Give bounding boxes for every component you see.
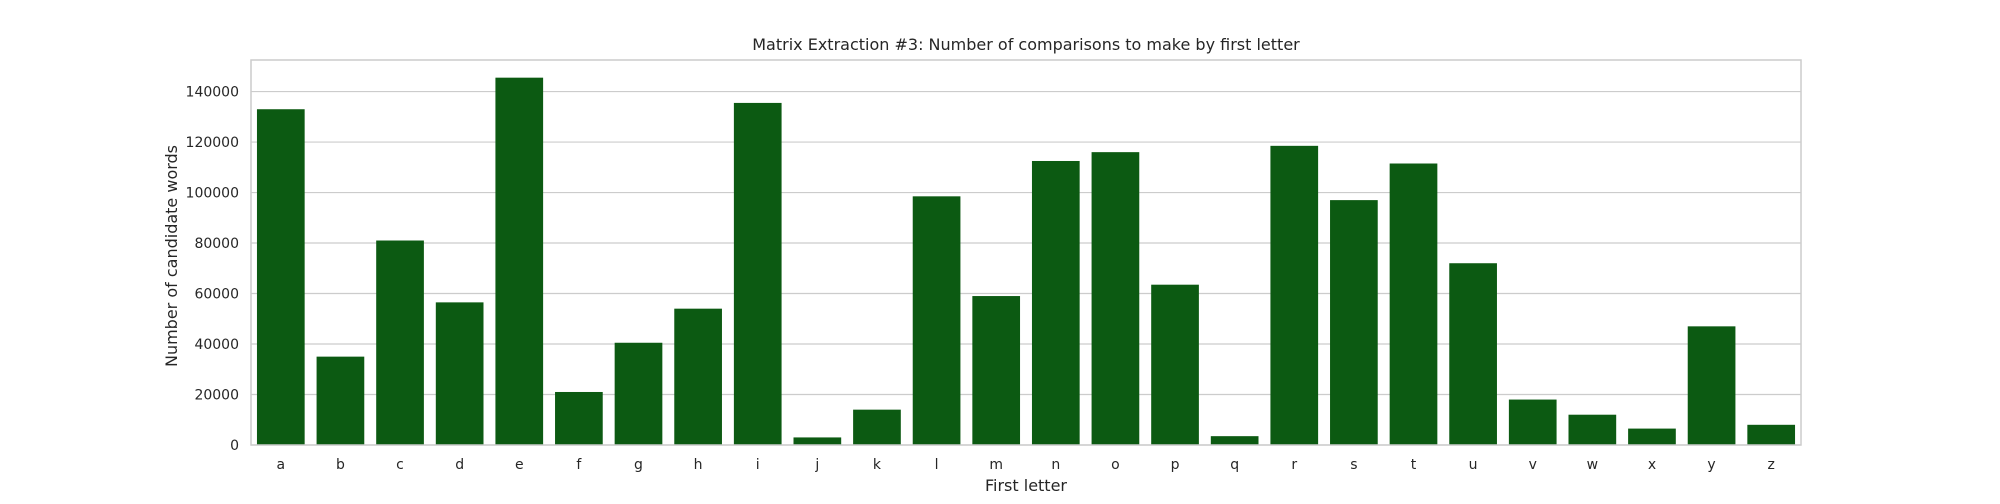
bar-r <box>1270 145 1319 445</box>
bar-j <box>793 437 842 445</box>
x-tick-label-c: c <box>396 457 404 473</box>
y-tick-labels: 0 20000 40000 60000 80000 100000 120000 140000 <box>186 85 239 454</box>
x-tick-label-s: s <box>1350 457 1357 473</box>
x-tick-label-m: m <box>989 457 1003 473</box>
x-tick-label-u: u <box>1469 457 1478 473</box>
bar-e <box>495 77 544 446</box>
y-tick-label: 120000 <box>186 135 239 151</box>
y-tick-label: 80000 <box>194 236 239 252</box>
chart-title: Matrix Extraction #3: Number of comparis… <box>752 35 1300 54</box>
y-tick-label: 20000 <box>194 388 239 404</box>
bar-s <box>1330 200 1378 445</box>
x-tick-label-f: f <box>576 457 582 473</box>
bar-a <box>256 109 305 446</box>
bar-y <box>1687 326 1736 445</box>
x-tick-label-b: b <box>336 457 345 473</box>
y-tick-label: 100000 <box>186 186 239 202</box>
bar-p <box>1151 284 1199 445</box>
x-tick-label-x: x <box>1648 457 1656 473</box>
bar-h <box>674 308 722 445</box>
x-tick-label-z: z <box>1768 457 1775 473</box>
x-tick-labels: a b c d e f g h i j k l m n o p q r s t u v w x y z <box>277 457 1775 473</box>
y-tick-label: 0 <box>230 438 239 454</box>
x-tick-label-o: o <box>1111 457 1120 473</box>
bar-i <box>733 102 782 445</box>
x-tick-label-n: n <box>1051 457 1060 473</box>
bar-u <box>1449 263 1497 445</box>
x-tick-label-p: p <box>1171 457 1180 473</box>
y-tick-label: 140000 <box>186 85 239 101</box>
x-axis-label: First letter <box>985 476 1067 495</box>
bar-d <box>435 302 484 445</box>
bar-f <box>555 391 603 445</box>
x-tick-label-j: j <box>814 457 819 473</box>
bar-n <box>1031 160 1080 445</box>
y-axis-label: Number of candidate words <box>162 145 181 367</box>
x-tick-label-i: i <box>756 457 760 473</box>
bar-l <box>912 196 961 445</box>
x-tick-label-e: e <box>515 457 524 473</box>
x-tick-label-d: d <box>455 457 464 473</box>
bar-b <box>316 356 365 445</box>
bar-v <box>1508 399 1557 445</box>
y-tick-label: 60000 <box>194 287 239 303</box>
x-tick-label-y: y <box>1707 457 1715 473</box>
bar-x <box>1628 428 1676 445</box>
x-tick-label-r: r <box>1291 457 1297 473</box>
bars <box>256 77 1796 446</box>
bar-o <box>1091 152 1140 446</box>
x-tick-label-v: v <box>1529 457 1537 473</box>
bar-t <box>1389 163 1438 446</box>
x-tick-label-h: h <box>694 457 703 473</box>
x-tick-label-q: q <box>1230 457 1239 473</box>
y-tick-label: 40000 <box>194 337 239 353</box>
x-tick-label-w: w <box>1587 457 1598 473</box>
bar-q <box>1210 436 1259 445</box>
bar-g <box>614 342 663 445</box>
x-tick-label-a: a <box>277 457 286 473</box>
bar-m <box>972 296 1021 445</box>
plot-frame <box>250 59 1802 446</box>
x-tick-label-t: t <box>1411 457 1417 473</box>
bar-k <box>853 409 901 445</box>
x-tick-label-l: l <box>935 457 939 473</box>
x-tick-label-g: g <box>634 457 643 473</box>
bar-z <box>1747 424 1796 445</box>
x-tick-label-k: k <box>873 457 882 473</box>
bar-c <box>376 240 424 445</box>
bar-w <box>1568 414 1617 445</box>
